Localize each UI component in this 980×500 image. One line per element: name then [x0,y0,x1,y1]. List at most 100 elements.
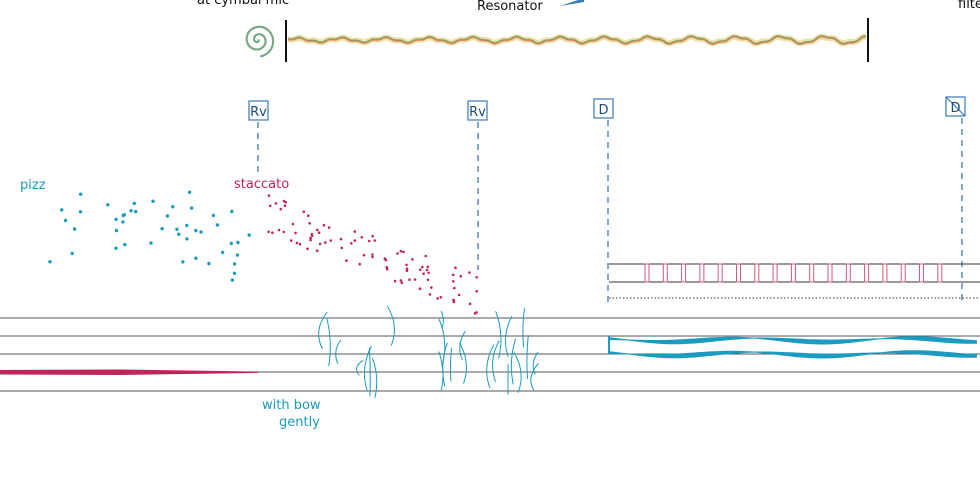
staccato-dot [358,262,362,266]
pizz-dot [132,201,136,206]
pizz-dot [194,228,198,233]
staccato-dot [360,236,364,239]
staccato-dot [424,254,428,258]
delay-tick [827,263,833,283]
pizz-dot [129,209,133,213]
staccato-dot [451,273,455,277]
pizz-dot [185,237,189,241]
pizz-dot [177,232,181,236]
wave-line [287,35,867,46]
staccato-dot [284,200,288,204]
resonator-label: Resonator [477,0,543,14]
staccato-dot [291,222,295,226]
delay-tick [699,263,705,283]
staccato-dot [353,239,357,242]
cue-lines [257,118,963,305]
staccato-dot [306,247,309,251]
pizz-dot [134,209,138,214]
staccato-dot [371,253,374,256]
staccato-dot [475,289,479,293]
pizz-dot [171,205,175,209]
staccato-dot [322,223,326,227]
staccato-dot [310,234,314,238]
staccato-dot [405,263,408,267]
filter-label: filte [958,0,980,12]
scribble [318,311,328,350]
staccato-dot [327,226,331,229]
pizz-dot [187,190,192,194]
scribble [495,311,502,359]
staccato-dot [329,239,333,242]
scribble [492,340,500,382]
marker-label: D [950,101,960,116]
staccato-dot [294,231,297,235]
staccato-dot [408,278,411,282]
staccato-dot [422,272,425,276]
staccato-dot [373,239,377,242]
staccato-dot [283,204,287,207]
staccato-dot [452,300,456,304]
staccato-dot [427,271,430,275]
pizz-dot [149,241,153,245]
staccato-dot [411,258,414,261]
scribble [513,352,522,393]
staccato-dot [315,249,319,252]
pizz-dot [207,261,211,266]
staccato-dot [274,202,278,205]
delay-tick [644,263,650,283]
delay-block [609,263,980,299]
delay-tick [662,263,668,283]
scribble [440,310,444,328]
scribble [386,306,395,346]
scribble [335,339,342,364]
delay-tick [772,263,778,283]
delay-tick [900,263,906,283]
pizz-dot [114,228,119,233]
staccato-dot [400,281,404,285]
staccato-dot [371,234,374,238]
delay-tick [681,263,687,283]
scribble [532,351,539,375]
staccato-dot [468,271,471,274]
staccato-dot [371,255,374,259]
staccato-dots [267,194,479,315]
pizz-dot [194,256,198,260]
delay-tick [717,263,723,283]
staccato-dot [436,297,439,300]
pizz-dot [230,278,235,282]
marker-label: Rv [250,105,267,120]
staccato-dot [309,238,312,242]
pizz-dot [70,251,74,256]
pizz-dot [123,242,127,247]
delay-tick [937,263,943,283]
staccato-dot [318,242,322,246]
delay-tick [754,263,760,283]
pizz-dot [114,217,118,221]
staccato-dot [428,293,432,296]
pizz-dot [230,209,234,214]
delay-tick [919,263,924,283]
pizz-dot [114,246,118,250]
pizz-dot [72,227,77,231]
staccato-dot [473,312,477,315]
staccato-dot [468,302,472,306]
staccato-dot [268,204,272,208]
delay-tick [809,263,815,283]
staccato-dot [426,278,430,282]
pizz-dot [189,206,194,210]
blue-band [609,336,977,345]
staccato-dot [267,194,271,197]
bow-scribbles [318,306,539,398]
scribble [372,357,378,398]
staccato-dot [339,237,343,241]
pizz-dot [185,223,189,228]
pizz-dot [232,262,237,266]
staccato-dot [396,252,399,255]
pizz-dot [151,199,155,203]
scribble [368,347,371,397]
pizz-dot [220,250,225,255]
marker-boxes [248,96,966,121]
sustain-wedge [0,369,258,375]
pizz-dot [247,233,251,237]
